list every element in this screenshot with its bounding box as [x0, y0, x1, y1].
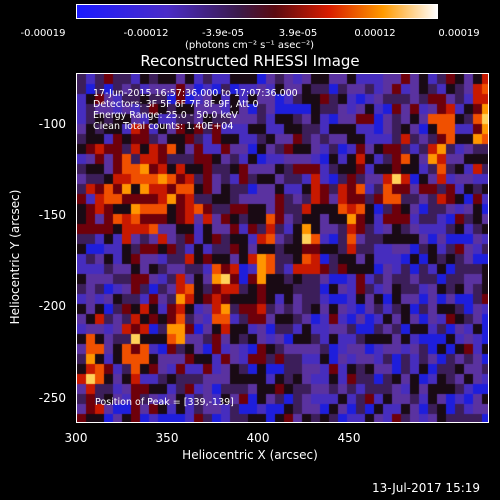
colorbar-tick: -3.9e-05: [202, 28, 244, 39]
annotation-time: 17-Jun-2015 16:57:36.000 to 17:07:36.000: [93, 88, 298, 99]
y-tick: -150: [38, 208, 66, 222]
annotation-detectors: Detectors: 3F 5F 6F 7F 8F 9F, Att 0: [93, 99, 259, 110]
x-axis-label: Heliocentric X (arcsec): [182, 448, 318, 462]
x-tick: 350: [155, 431, 179, 445]
y-axis-label: Heliocentric Y (arcsec): [8, 189, 22, 325]
image-canvas: [77, 74, 488, 422]
colorbar-tick: 3.9e-05: [278, 28, 318, 39]
rhessi-image: 17-Jun-2015 16:57:36.000 to 17:07:36.000…: [76, 73, 489, 423]
x-tick: 400: [246, 431, 270, 445]
colorbar: [76, 4, 438, 19]
colorbar-tick: 0.00019: [438, 28, 480, 39]
footer-date: 13-Jul-2017 15:19: [372, 481, 481, 495]
y-tick: -250: [38, 391, 66, 405]
annotation-peak: Position of Peak = [339,-139]: [95, 397, 234, 408]
x-tick: 450: [337, 431, 361, 445]
annotation-counts: Clean Total counts: 1.40E+04: [93, 121, 234, 132]
annotation-energy: Energy Range: 25.0 - 50.0 keV: [93, 110, 238, 121]
colorbar-unit: (photons cm⁻² s⁻¹ asec⁻²): [185, 40, 315, 51]
plot-title: Reconstructed RHESSI Image: [140, 52, 360, 70]
colorbar-tick: 0.00012: [354, 28, 396, 39]
x-tick: 300: [64, 431, 88, 445]
y-tick: -100: [38, 117, 66, 131]
colorbar-tick: -0.00012: [123, 28, 169, 39]
colorbar-tick: -0.00019: [20, 28, 66, 39]
y-tick: -200: [38, 299, 66, 313]
